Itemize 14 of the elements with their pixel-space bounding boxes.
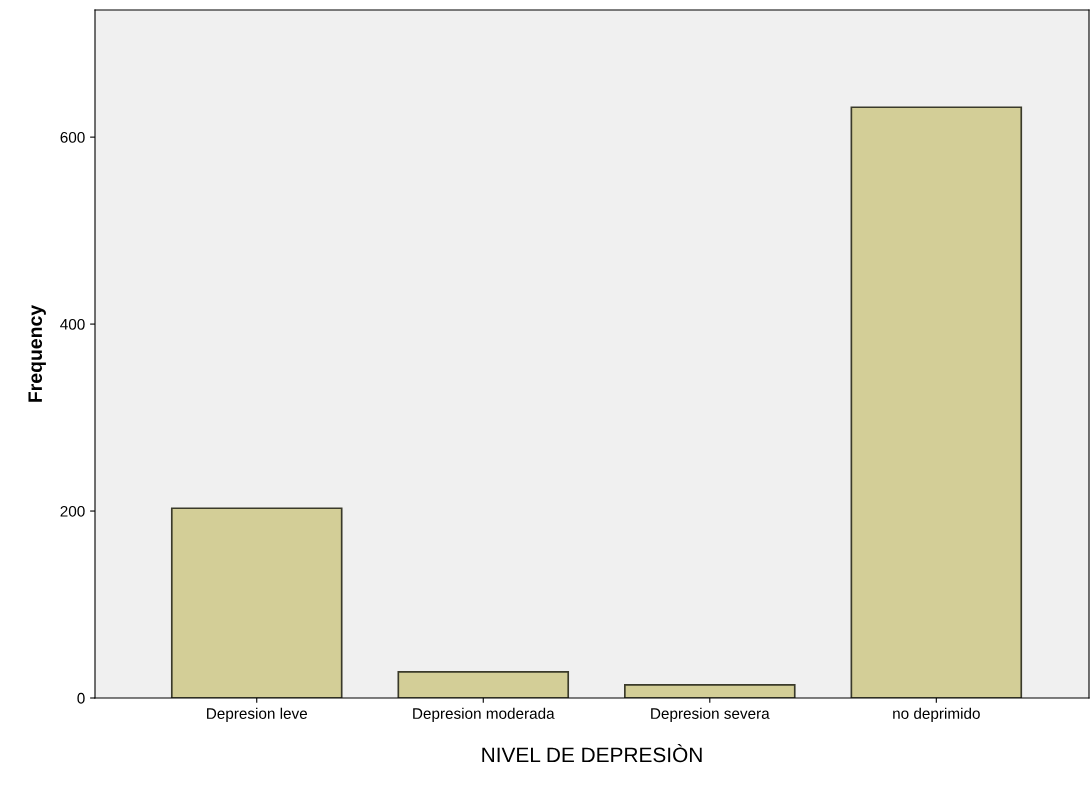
x-tick-label: Depresion leve: [207, 707, 308, 722]
x-tick-label: Depresion moderada: [413, 707, 555, 722]
bar: [170, 507, 343, 698]
x-tick-label: Depresion severa: [651, 707, 770, 722]
y-tick-label: 600: [60, 132, 85, 143]
bar: [850, 106, 1023, 698]
x-axis-title: NIVEL DE DEPRESIÒN: [482, 744, 702, 763]
bar: [397, 670, 570, 698]
bar: [624, 684, 796, 698]
y-tick-label: 0: [77, 692, 85, 704]
x-tick-label: no deprimido: [893, 707, 980, 722]
y-axis-title: Frequency: [28, 304, 46, 402]
y-tick-label: 400: [60, 318, 85, 330]
y-tick-label: 200: [60, 505, 85, 517]
